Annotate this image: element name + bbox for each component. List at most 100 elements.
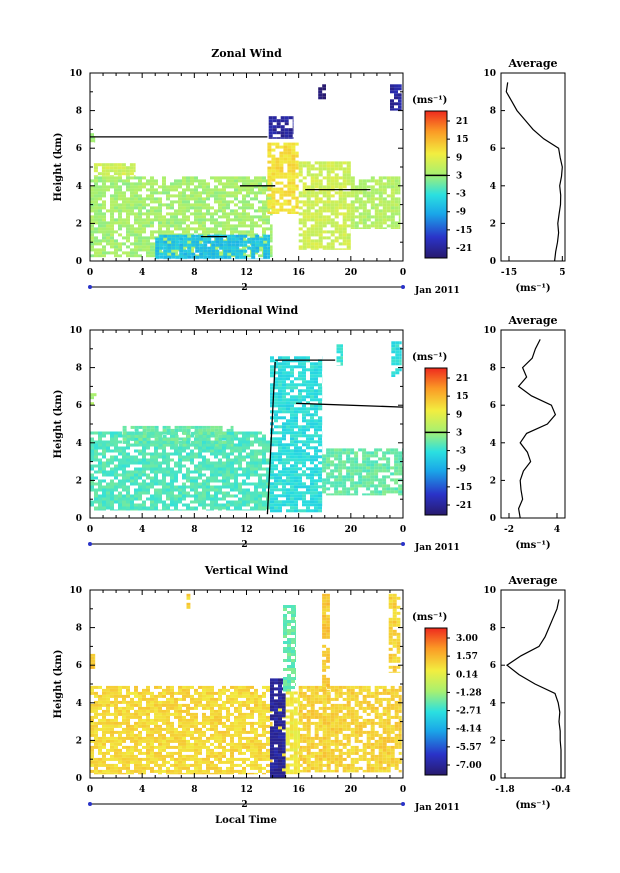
heatmap-cell [203,249,208,253]
heatmap-cell [90,245,94,249]
heatmap-cell [93,166,98,170]
heatmap-cell [121,172,126,176]
heatmap-cell [226,494,230,498]
heatmap-cell [398,182,401,186]
day-label: 2 [241,283,247,293]
heatmap-cell [314,212,319,216]
heatmap-cell [134,458,138,462]
heatmap-cell [238,431,242,435]
heatmap-cell [278,362,282,366]
heatmap-cell [302,482,306,486]
heatmap-cell [162,506,166,510]
heatmap-cell [310,245,315,249]
x-tick-label: 12 [240,525,253,535]
heatmap-cell [278,455,282,459]
heatmap-cell [306,368,310,372]
heatmap-cell [206,209,210,213]
y-axis-label: Height (km) [53,133,64,202]
heatmap-cell [278,509,282,513]
heatmap-cell [214,488,218,492]
heatmap-cell [162,446,166,450]
heatmap-cell [174,221,178,225]
heatmap-cell [250,440,254,444]
heatmap-cell [174,188,178,192]
heatmap-cell [291,193,296,197]
heatmap-cell [94,136,96,140]
heatmap-cell [142,500,146,504]
heatmap-cell [134,700,138,704]
heatmap-cell [134,218,138,222]
heatmap-cell [294,482,298,486]
heatmap-cell [94,393,97,397]
heatmap-cell [334,490,339,494]
heatmap-cell [394,209,399,213]
heatmap-cell [286,407,290,411]
heatmap-cell [186,455,190,459]
heatmap-cell [278,449,282,453]
heatmap-cell [142,185,146,189]
heatmap-cell [234,503,238,507]
heatmap-cell [146,727,150,731]
heatmap-cell [262,212,266,216]
heatmap-cell [278,452,282,456]
heatmap-cell [126,772,130,775]
heatmap-cell [202,721,206,725]
heatmap-cell [98,191,102,195]
heatmap-cell [242,206,246,210]
heatmap-cell [118,709,122,713]
heatmap-cell [279,163,284,167]
heatmap-cell [114,188,118,192]
heatmap-cell [246,431,250,435]
heatmap-cell [194,455,198,459]
heatmap-cell [150,494,154,498]
heatmap-cell [163,243,168,247]
heatmap-cell [239,252,244,256]
heatmap-cell [214,227,218,231]
heatmap-cell [194,446,198,450]
heatmap-region [90,133,96,143]
heatmap-cell [190,443,195,447]
heatmap-cell [102,772,106,775]
heatmap-cell [194,434,199,438]
heatmap-cell [94,194,98,198]
heatmap-cell [302,503,306,507]
y-tick-label: 10 [69,69,82,79]
heatmap-cell [230,503,234,507]
heatmap-cell [318,449,322,453]
heatmap-cell [206,449,210,453]
heatmap-cell [150,254,154,258]
heatmap-cell [382,221,387,225]
heatmap-cell [382,227,387,229]
heatmap-cell [130,706,134,710]
heatmap-cell [166,221,170,225]
heatmap-cell [342,239,347,243]
heatmap-cell [118,706,122,710]
heatmap-cell [198,503,202,507]
heatmap-cell [322,236,327,240]
heatmap-cell [94,733,98,737]
heatmap-cell [202,185,206,189]
heatmap-cell [129,166,134,170]
heatmap-cell [154,497,158,501]
heatmap-cell [126,751,130,755]
heatmap-cell [350,472,355,476]
heatmap-cell [322,457,327,461]
heatmap-cell [90,685,94,689]
heatmap-cell [206,230,210,234]
heatmap-cell [202,503,206,507]
colorbar-tick-label: 9 [456,410,462,420]
heatmap-cell [250,206,254,210]
heatmap-cell [202,488,206,492]
heatmap-cell [318,167,323,171]
heatmap-cell [114,197,118,201]
heatmap-cell [190,179,194,183]
heatmap-cell [182,206,186,210]
heatmap-cell [218,485,222,489]
heatmap-cell [302,365,306,369]
heatmap-cell [295,211,299,214]
heatmap-cell [134,733,138,737]
heatmap-cell [206,754,210,758]
heatmap-cell [186,745,190,749]
heatmap-cell [106,691,110,695]
heatmap-cell [290,380,294,384]
